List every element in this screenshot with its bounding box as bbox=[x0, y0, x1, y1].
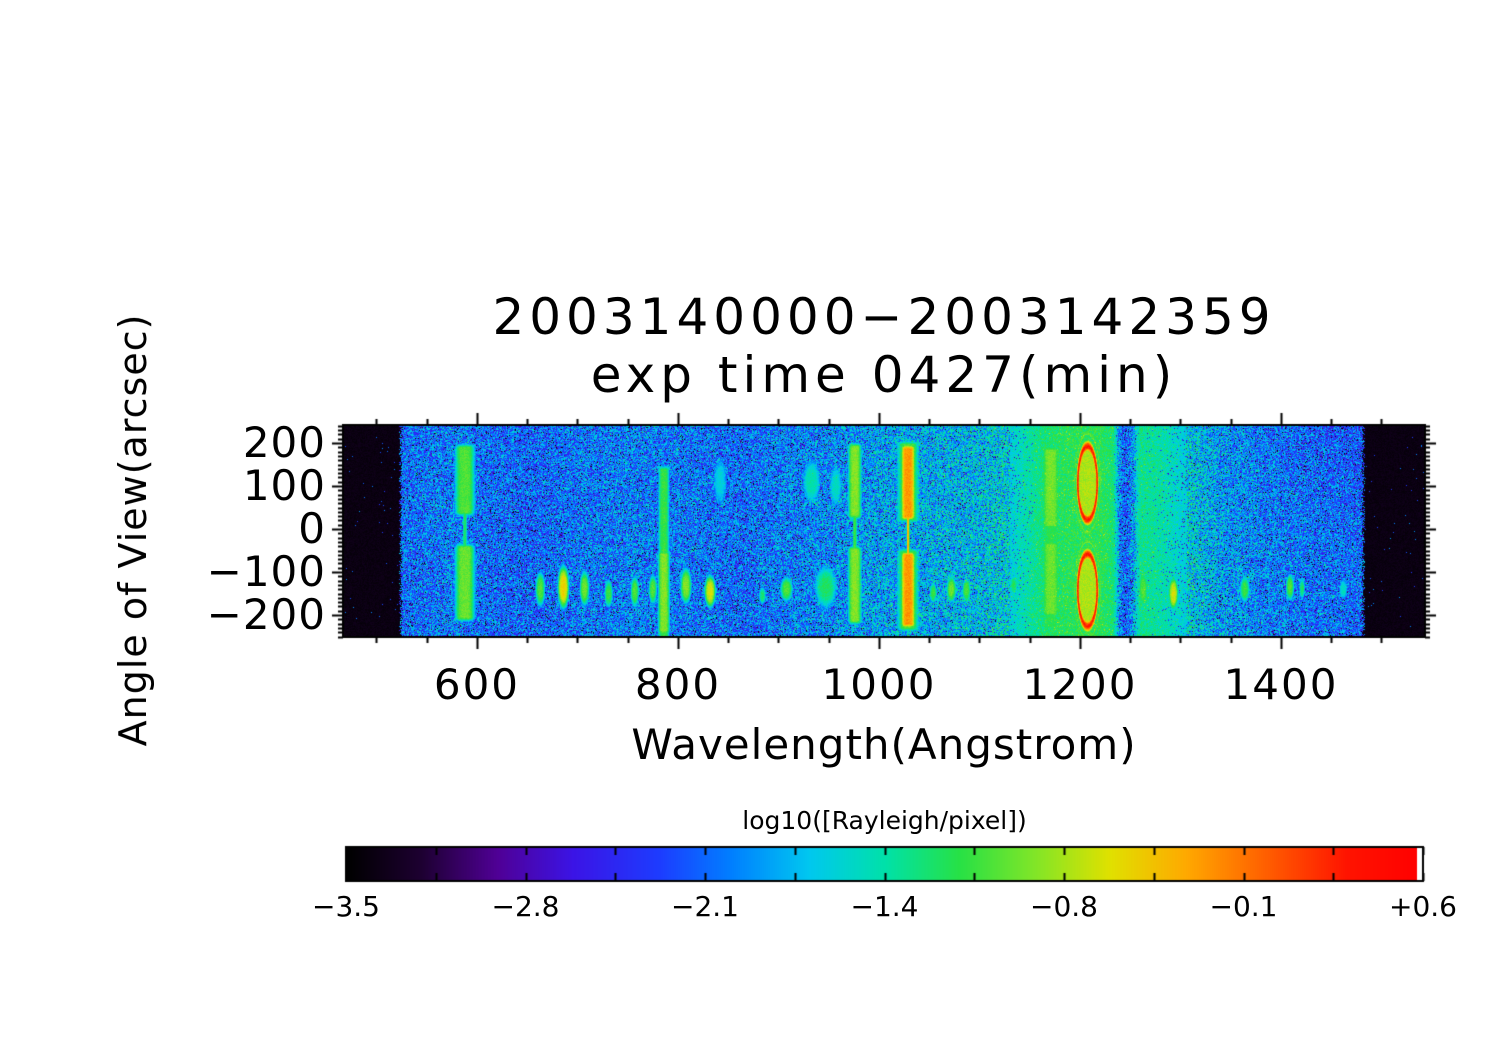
colorbar-tick-label-1: −2.8 bbox=[491, 890, 560, 923]
y-tick-label-0: 0 bbox=[298, 504, 326, 554]
plot-title-line1: 2003140000−2003142359 bbox=[492, 288, 1276, 346]
y-axis-title: Angle of View(arcsec) bbox=[111, 313, 155, 747]
y-tick-label--100: −100 bbox=[206, 547, 326, 597]
y-tick-label-100: 100 bbox=[242, 461, 326, 511]
colorbar-tick-label-0: −3.5 bbox=[312, 890, 380, 923]
x-tick-label-800: 800 bbox=[634, 660, 722, 709]
colorbar-tick-label-4: −0.8 bbox=[1030, 890, 1098, 923]
x-tick-label-600: 600 bbox=[433, 660, 521, 709]
x-axis-title: Wavelength(Angstrom) bbox=[631, 720, 1137, 769]
colorbar-tick-label-6: +0.6 bbox=[1389, 890, 1457, 923]
colorbar-tick-label-3: −1.4 bbox=[850, 890, 919, 923]
colorbar-title: log10([Rayleigh/pixel]) bbox=[742, 806, 1027, 835]
x-tick-label-1000: 1000 bbox=[821, 660, 937, 709]
y-tick-label--200: −200 bbox=[206, 590, 326, 640]
x-tick-label-1200: 1200 bbox=[1022, 660, 1138, 709]
colorbar-tick-label-5: −0.1 bbox=[1209, 890, 1278, 923]
plot-title-line2: exp time 0427(min) bbox=[590, 346, 1178, 404]
colorbar-tick-label-2: −2.1 bbox=[671, 890, 739, 923]
y-tick-label-200: 200 bbox=[242, 418, 326, 468]
x-tick-label-1400: 1400 bbox=[1223, 660, 1339, 709]
